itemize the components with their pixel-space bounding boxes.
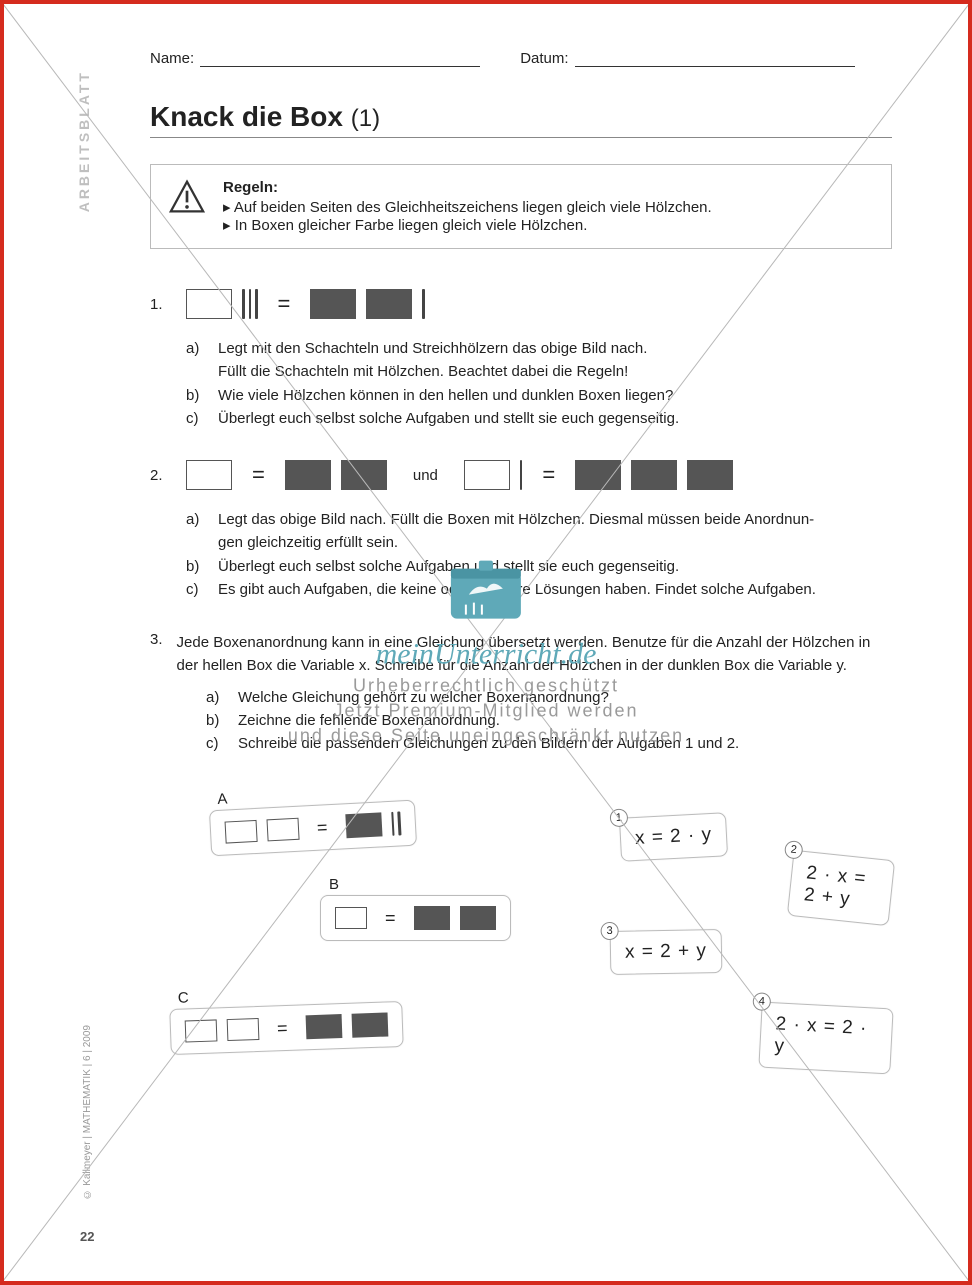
sub-label: b) (186, 384, 208, 407)
task-1: 1. = (150, 289, 892, 319)
card-letter: C (178, 990, 189, 1007)
dark-box (345, 813, 382, 839)
dark-box (305, 1014, 342, 1039)
sub-text: Schreibe die passenden Gleichungen zu de… (238, 732, 739, 755)
rules-box: Regeln: Auf beiden Seiten des Gleichheit… (150, 164, 892, 249)
sub-label: a) (186, 337, 208, 384)
dark-box (285, 460, 331, 490)
card-letter: B (329, 876, 339, 893)
dark-box (310, 289, 356, 319)
task2-subitems: a)Legt das obige Bild nach. Füllt die Bo… (186, 508, 892, 601)
task-number: 1. (150, 296, 172, 313)
card-B: B = (320, 895, 511, 941)
equals-sign: = (542, 462, 555, 488)
formula-number: 4 (752, 992, 771, 1011)
side-label: ARBEITSBLATT (76, 70, 92, 212)
task-number: 3. (150, 631, 163, 678)
sub-text: Legt das obige Bild nach. Füllt die Boxe… (218, 508, 814, 555)
formula-number: 1 (609, 809, 628, 828)
sub-text: Überlegt euch selbst solche Aufgaben und… (218, 407, 679, 430)
task-2: 2. = und = (150, 460, 892, 490)
name-line[interactable] (200, 51, 480, 67)
dark-box (351, 1013, 388, 1038)
equals-sign: = (252, 462, 265, 488)
sub-text: Legt mit den Schachteln und Streichhölze… (218, 337, 647, 384)
date-line[interactable] (575, 51, 855, 67)
formula-number: 2 (784, 840, 804, 860)
sub-label: b) (186, 555, 208, 578)
formula-text: 2 · x = 2 + y (803, 863, 867, 911)
sub-label: a) (206, 686, 228, 709)
task-number: 2. (150, 467, 172, 484)
sub-text: Überlegt euch selbst solche Aufgaben und… (218, 555, 679, 578)
sub-text: Zeichne die fehlende Boxenanordnung. (238, 709, 500, 732)
date-field: Datum: (520, 50, 854, 67)
light-box (335, 907, 367, 929)
task3-subitems: a) Welche Gleichung gehört zu welcher Box… (206, 686, 892, 756)
title-main: Knack die Box (150, 101, 343, 132)
rules-heading: Regeln: (223, 179, 712, 196)
formula-card-2: 2 2 · x = 2 + y (787, 850, 895, 926)
light-box (225, 820, 258, 844)
task1-equation: = (186, 289, 425, 319)
card-C: C = (169, 1001, 403, 1055)
light-box (185, 1020, 218, 1043)
task2-equation: = und = (186, 460, 733, 490)
dark-box (341, 460, 387, 490)
rules-list: Auf beiden Seiten des Gleichheitszeichen… (223, 198, 712, 234)
sub-text: Welche Gleichung gehört zu welcher Boxen… (238, 686, 609, 709)
light-box (227, 1018, 260, 1041)
task3-intro: Jede Boxenanordnung kann in eine Gleichu… (177, 631, 892, 678)
sub-text: Wie viele Hölzchen können in den hellen … (218, 384, 673, 407)
page-number: 22 (80, 1229, 94, 1244)
worksheet-page: ARBEITSBLATT © Kallmeyer | MATHEMATIK | … (60, 20, 940, 1260)
connector-word: und (413, 467, 438, 484)
dark-box (687, 460, 733, 490)
sub-label: c) (206, 732, 228, 755)
dark-box (631, 460, 677, 490)
rule-item: Auf beiden Seiten des Gleichheitszeichen… (223, 198, 712, 216)
light-box (186, 460, 232, 490)
dark-box (414, 906, 450, 930)
warning-icon (169, 179, 205, 219)
light-box (186, 289, 232, 319)
light-box (266, 818, 299, 842)
sticks (422, 289, 425, 319)
name-label: Name: (150, 50, 194, 67)
task1-subitems: a)Legt mit den Schachteln und Streichhöl… (186, 337, 892, 430)
formula-number: 3 (600, 922, 618, 940)
side-copyright: © Kallmeyer | MATHEMATIK | 6 | 2009 (82, 1025, 93, 1200)
dark-box (460, 906, 496, 930)
sub-label: a) (186, 508, 208, 555)
sticks (242, 289, 258, 319)
formula-text: x = 2 · y (634, 824, 712, 849)
formula-card-4: 4 2 · x = 2 · y (758, 1002, 893, 1075)
card-A: A = (209, 800, 417, 857)
date-label: Datum: (520, 50, 568, 67)
task-3: 3. Jede Boxenanordnung kann in eine Glei… (150, 631, 892, 678)
sub-label: b) (206, 709, 228, 732)
name-field: Name: (150, 50, 480, 67)
formula-text: 2 · x = 2 · y (774, 1014, 868, 1057)
light-box (464, 460, 510, 490)
formula-card-3: 3 x = 2 + y (610, 929, 723, 975)
cards-area: A = B = C = (150, 785, 892, 1125)
title-rule (150, 137, 892, 138)
rule-item: In Boxen gleicher Farbe liegen gleich vi… (223, 216, 712, 234)
sub-label: c) (186, 578, 208, 601)
dark-box (366, 289, 412, 319)
header-row: Name: Datum: (150, 50, 892, 67)
page-title: Knack die Box (1) (150, 101, 892, 133)
sticks (520, 460, 523, 490)
formula-text: x = 2 + y (625, 941, 707, 963)
dark-box (575, 460, 621, 490)
card-letter: A (217, 791, 228, 809)
formula-card-1: 1 x = 2 · y (619, 812, 728, 862)
title-suffix: (1) (351, 105, 380, 132)
sub-label: c) (186, 407, 208, 430)
sub-text: Es gibt auch Aufgaben, die keine oder me… (218, 578, 816, 601)
equals-sign: = (278, 291, 291, 317)
